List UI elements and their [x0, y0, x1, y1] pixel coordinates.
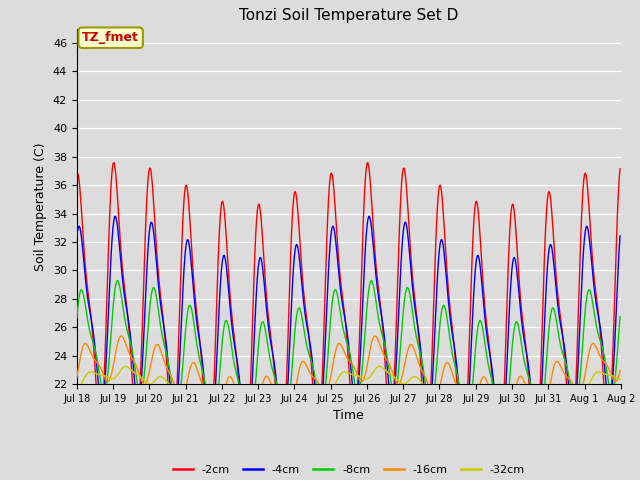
-4cm: [83, 287, 90, 293]
-8cm: [616, 314, 624, 320]
-32cm: [140, 376, 147, 382]
-8cm: [73, 315, 81, 321]
-32cm: [616, 376, 624, 382]
-4cm: [497, 442, 504, 448]
-32cm: [253, 418, 261, 423]
-2cm: [223, 248, 231, 254]
-32cm: [122, 364, 130, 370]
-8cm: [83, 311, 90, 316]
-8cm: [431, 383, 439, 389]
Line: -2cm: -2cm: [77, 163, 620, 466]
-16cm: [416, 363, 424, 369]
Line: -32cm: -32cm: [77, 367, 620, 420]
-8cm: [223, 319, 231, 324]
-2cm: [110, 160, 118, 166]
-8cm: [140, 381, 147, 387]
-8cm: [195, 351, 202, 357]
-4cm: [223, 272, 231, 277]
-4cm: [140, 343, 147, 349]
-2cm: [616, 166, 624, 172]
-2cm: [73, 172, 81, 178]
-16cm: [616, 368, 624, 373]
-4cm: [73, 235, 81, 240]
-8cm: [499, 432, 507, 438]
-2cm: [241, 463, 249, 468]
-2cm: [83, 277, 90, 283]
-32cm: [223, 411, 231, 417]
-4cm: [415, 332, 423, 338]
-16cm: [432, 397, 440, 403]
Title: Tonzi Soil Temperature Set D: Tonzi Soil Temperature Set D: [239, 9, 458, 24]
-2cm: [195, 325, 202, 331]
-16cm: [73, 374, 81, 380]
-8cm: [114, 278, 122, 284]
-16cm: [249, 420, 257, 426]
Y-axis label: Soil Temperature (C): Soil Temperature (C): [35, 142, 47, 271]
Text: TZ_fmet: TZ_fmet: [82, 31, 139, 44]
-32cm: [416, 377, 424, 383]
Legend: -2cm, -4cm, -8cm, -16cm, -32cm: -2cm, -4cm, -8cm, -16cm, -32cm: [168, 461, 529, 480]
-16cm: [223, 378, 231, 384]
Line: -4cm: -4cm: [77, 216, 620, 445]
-16cm: [83, 341, 90, 347]
Line: -16cm: -16cm: [77, 336, 620, 423]
X-axis label: Time: Time: [333, 409, 364, 422]
-16cm: [195, 371, 202, 376]
-4cm: [616, 233, 624, 239]
-16cm: [140, 381, 147, 386]
-2cm: [140, 293, 147, 299]
-4cm: [111, 213, 119, 219]
-32cm: [195, 393, 202, 398]
-32cm: [73, 387, 81, 393]
-2cm: [416, 349, 424, 355]
-8cm: [415, 346, 423, 351]
-4cm: [431, 326, 439, 332]
-32cm: [83, 372, 90, 377]
-32cm: [432, 395, 440, 401]
-4cm: [195, 331, 202, 336]
-16cm: [118, 333, 125, 339]
-2cm: [432, 242, 440, 248]
Line: -8cm: -8cm: [77, 281, 620, 435]
